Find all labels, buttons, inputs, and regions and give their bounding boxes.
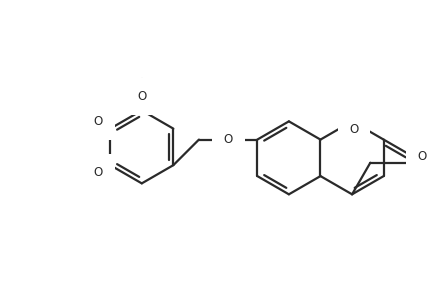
Text: O: O xyxy=(223,133,233,146)
Text: O: O xyxy=(93,166,103,179)
Text: O: O xyxy=(349,123,359,136)
Text: O: O xyxy=(418,149,427,163)
Text: O: O xyxy=(137,90,146,103)
Text: O: O xyxy=(93,115,103,128)
